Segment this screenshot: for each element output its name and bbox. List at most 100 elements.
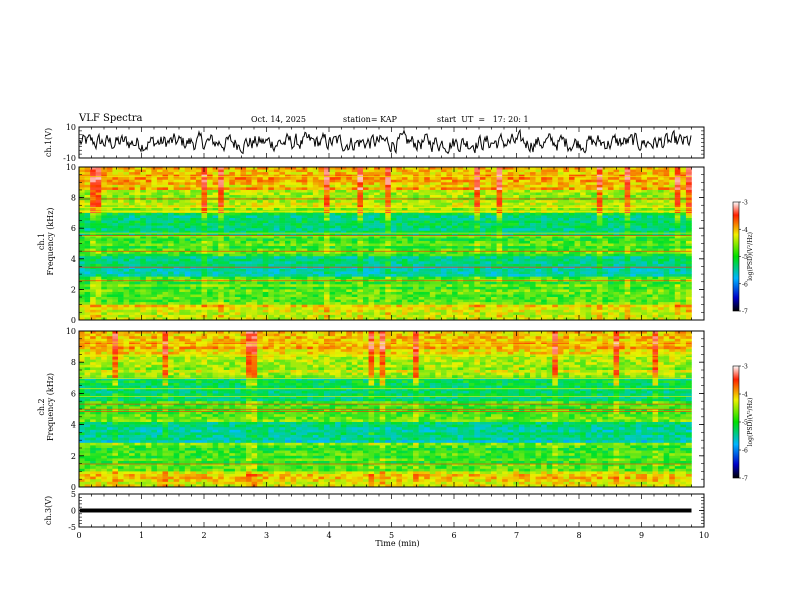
spectrogram-cell bbox=[262, 172, 269, 175]
spectrogram-cell bbox=[156, 182, 163, 186]
spectrogram-cell bbox=[329, 177, 336, 181]
spectrogram-cell bbox=[418, 205, 425, 209]
spectrogram-cell bbox=[285, 281, 291, 285]
spectrogram-cell bbox=[273, 294, 280, 298]
spectrogram-cell bbox=[279, 238, 286, 242]
spectrogram-cell bbox=[251, 218, 258, 221]
spectrogram-cell bbox=[218, 215, 225, 219]
spectrogram-cell bbox=[140, 297, 147, 300]
spectrogram-cell bbox=[346, 248, 353, 252]
spectrogram-cell bbox=[229, 192, 236, 196]
spectrogram-cell bbox=[262, 218, 269, 221]
spectrogram-cell bbox=[457, 207, 464, 211]
spectrogram-cell bbox=[207, 253, 213, 257]
spectrogram-cell bbox=[162, 233, 169, 237]
spectrogram-cell bbox=[318, 220, 325, 224]
spectrogram-cell bbox=[340, 281, 347, 285]
spectrogram-cell bbox=[357, 256, 364, 260]
spectrogram-cell bbox=[468, 218, 475, 221]
spectrogram-cell bbox=[207, 317, 213, 321]
spectrogram-cell bbox=[452, 230, 458, 234]
spectrogram-cell bbox=[251, 179, 258, 183]
spectrogram-cell bbox=[201, 223, 208, 226]
spectrogram-cell bbox=[101, 276, 108, 280]
spectrogram-cell bbox=[368, 212, 375, 216]
spectrogram-cell bbox=[312, 261, 319, 265]
spectrogram-cell bbox=[418, 263, 425, 267]
spectrogram-cell bbox=[290, 205, 297, 209]
spectrogram-cell bbox=[424, 240, 431, 244]
spectrogram-cell bbox=[173, 291, 180, 295]
spectrogram-cell bbox=[524, 256, 531, 260]
spectrogram-cell bbox=[312, 212, 319, 216]
spectrogram-cell bbox=[424, 281, 431, 285]
spectrogram-cell bbox=[140, 179, 147, 183]
spectrogram-cell bbox=[184, 182, 191, 186]
spectrogram-cell bbox=[513, 225, 520, 229]
spectrogram-cell bbox=[379, 289, 386, 293]
spectrogram-cell bbox=[524, 212, 531, 216]
spectrogram-cell bbox=[223, 223, 230, 226]
spectrogram-cell bbox=[168, 230, 174, 234]
spectrogram-cell bbox=[301, 297, 308, 300]
spectrogram-cell bbox=[173, 184, 180, 188]
spectrogram-cell bbox=[396, 189, 403, 193]
spectrogram-cell bbox=[112, 233, 119, 237]
y-tick-label: -10 bbox=[63, 154, 76, 163]
spectrogram-cell bbox=[362, 284, 369, 288]
spectrogram-cell bbox=[407, 195, 414, 198]
spectrogram-cell bbox=[112, 317, 119, 321]
spectrogram-cell bbox=[340, 189, 347, 193]
spectrogram-cell bbox=[307, 248, 314, 252]
spectrogram-cell bbox=[79, 215, 85, 219]
spectrogram-cell bbox=[401, 179, 408, 183]
spectrogram-cell bbox=[84, 312, 91, 316]
spectrogram-cell bbox=[285, 179, 291, 183]
spectrogram-cell bbox=[413, 187, 419, 191]
spectrogram-cell bbox=[246, 291, 252, 295]
spectrogram-cell bbox=[496, 167, 503, 170]
spectrogram-cell bbox=[212, 184, 219, 188]
spectrogram-cell bbox=[368, 205, 375, 209]
spectrogram-cell bbox=[413, 317, 419, 321]
spectrogram-cell bbox=[90, 258, 97, 262]
spectrogram-cell bbox=[145, 269, 152, 272]
spectrogram-cell bbox=[123, 220, 130, 224]
spectrogram-cell bbox=[207, 256, 213, 260]
spectrogram-cell bbox=[151, 192, 158, 196]
spectrogram-cell bbox=[485, 263, 492, 267]
spectrogram-cell bbox=[296, 276, 303, 280]
spectrogram-cell bbox=[101, 179, 108, 183]
spectrogram-cell bbox=[79, 235, 85, 239]
spectrogram-cell bbox=[240, 218, 247, 221]
spectrogram-cell bbox=[156, 202, 163, 206]
spectrogram-cell bbox=[101, 202, 108, 206]
spectrogram-cell bbox=[201, 189, 208, 193]
spectrogram-cell bbox=[368, 225, 375, 229]
spectrogram-cell bbox=[140, 195, 147, 198]
spectrogram-cell bbox=[491, 302, 497, 305]
spectrogram-cell bbox=[195, 269, 202, 272]
spectrogram-cell bbox=[524, 307, 531, 311]
spectrogram-cell bbox=[212, 291, 219, 295]
spectrogram-cell bbox=[190, 233, 197, 237]
spectrogram-cell bbox=[502, 243, 509, 247]
spectrogram-cell bbox=[368, 235, 375, 239]
spectrogram-cell bbox=[173, 253, 180, 257]
spectrogram-cell bbox=[101, 240, 108, 244]
spectrogram-cell bbox=[229, 233, 236, 237]
spectrogram-cell bbox=[117, 274, 124, 277]
spectrogram-cell bbox=[440, 189, 447, 193]
spectrogram-cell bbox=[463, 235, 470, 239]
spectrogram-cell bbox=[507, 317, 514, 321]
spectrogram-cell bbox=[212, 312, 219, 316]
spectrogram-cell bbox=[134, 223, 141, 226]
spectrogram-cell bbox=[318, 177, 325, 181]
spectrogram-cell bbox=[518, 251, 525, 254]
spectrogram-cell bbox=[262, 184, 269, 188]
spectrogram-cell bbox=[440, 307, 447, 311]
spectrogram-cell bbox=[518, 317, 525, 321]
spectrogram-cell bbox=[207, 177, 213, 181]
spectrogram-cell bbox=[329, 235, 336, 239]
spectrogram-cell bbox=[496, 304, 503, 308]
